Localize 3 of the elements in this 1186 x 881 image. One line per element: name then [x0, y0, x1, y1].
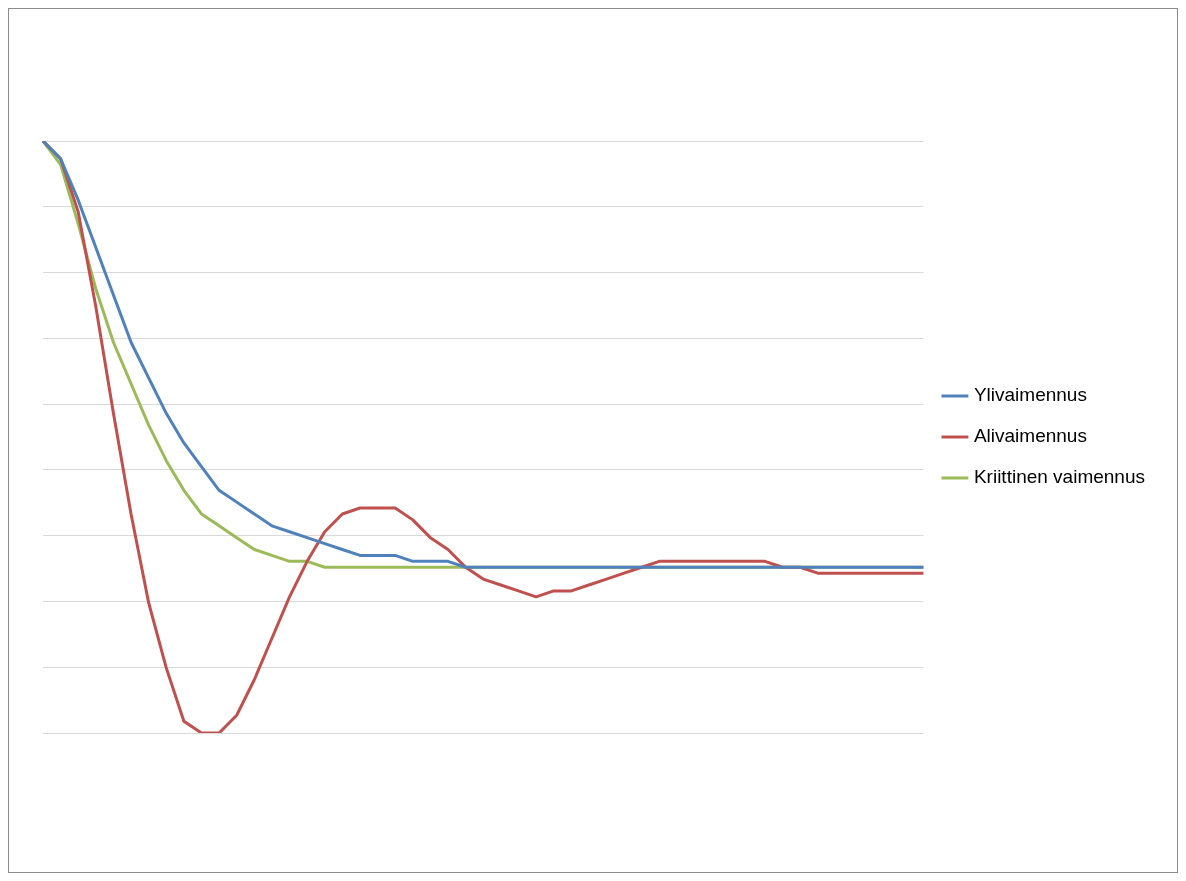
- legend-label: Kriittinen vaimennus: [973, 466, 1146, 488]
- legend-label: Ylivaimennus: [973, 384, 1087, 406]
- legend-label: Alivaimennus: [973, 425, 1087, 447]
